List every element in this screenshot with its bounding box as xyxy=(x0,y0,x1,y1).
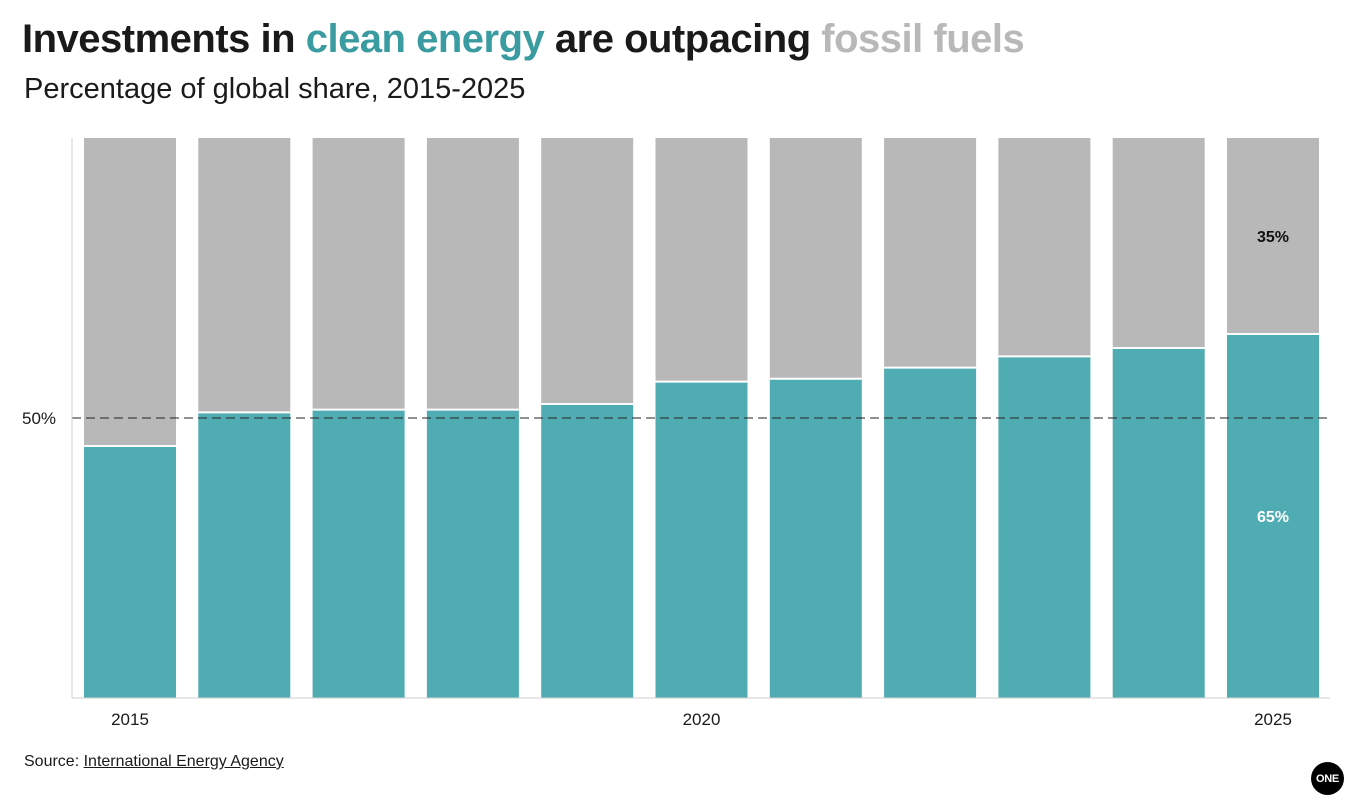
bar-fossil-2025 xyxy=(1227,138,1319,334)
bar-clean-2015 xyxy=(84,446,176,698)
x-tick-label-2020: 2020 xyxy=(683,710,721,729)
bar-fossil-2023 xyxy=(998,138,1091,357)
bar-clean-2021 xyxy=(769,378,862,698)
source-note: Source: International Energy Agency xyxy=(24,753,284,771)
bar-fossil-2016 xyxy=(198,138,291,413)
x-tick-label-2015: 2015 xyxy=(111,710,149,729)
bar-clean-2024 xyxy=(1112,348,1205,698)
bar-clean-2019 xyxy=(541,404,634,698)
chart-title: Investments in clean energy are outpacin… xyxy=(22,14,1025,64)
stacked-bar-chart: 50% 2015 2020 2025 35% 65% xyxy=(22,138,1330,729)
title-part-0: Investments in xyxy=(22,17,306,61)
title-part-2: are outpacing xyxy=(544,17,822,61)
source-prefix: Source: xyxy=(24,753,84,770)
one-logo-text: ONE xyxy=(1316,772,1339,785)
y-axis-label-50: 50% xyxy=(22,409,56,428)
chart-subtitle: Percentage of global share, 2015-2025 xyxy=(24,73,526,105)
bar-clean-2022 xyxy=(884,367,977,698)
data-label-clean-2025: 65% xyxy=(1257,509,1289,526)
data-label-fossil-2025: 35% xyxy=(1257,229,1289,246)
bar-clean-2020 xyxy=(655,381,748,698)
bar-fossil-2017 xyxy=(312,138,405,410)
bar-clean-2018 xyxy=(426,409,519,698)
one-logo: ONE xyxy=(1311,762,1344,795)
title-part-3: fossil fuels xyxy=(821,17,1025,61)
bar-fossil-2018 xyxy=(426,138,519,410)
bar-clean-2025 xyxy=(1227,334,1319,698)
bar-fossil-2020 xyxy=(655,138,748,382)
bar-clean-2023 xyxy=(998,356,1091,698)
title-part-1: clean energy xyxy=(305,17,545,61)
bar-clean-2016 xyxy=(198,412,291,698)
bar-fossil-2019 xyxy=(541,138,634,404)
bar-fossil-2024 xyxy=(1112,138,1205,348)
bar-fossil-2015 xyxy=(84,138,176,446)
bar-clean-2017 xyxy=(312,409,405,698)
bar-fossil-2022 xyxy=(884,138,977,368)
x-tick-label-2025: 2025 xyxy=(1254,710,1292,729)
source-link[interactable]: International Energy Agency xyxy=(83,753,284,770)
bar-fossil-2021 xyxy=(769,138,862,379)
